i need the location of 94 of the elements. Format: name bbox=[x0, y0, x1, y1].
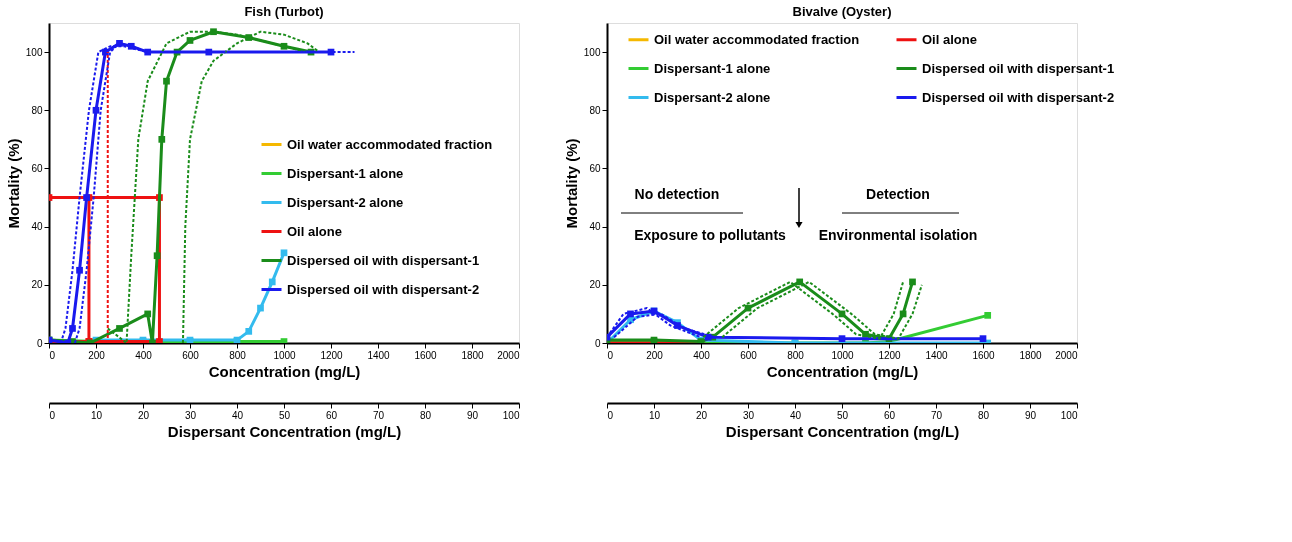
point bbox=[257, 304, 264, 312]
x-tick-label: 1800 bbox=[461, 349, 485, 361]
x-tick-label: 0 bbox=[607, 349, 614, 361]
x2-tick-label: 10 bbox=[90, 409, 103, 421]
annotation: No detection bbox=[634, 186, 720, 202]
x-tick-label: 2000 bbox=[497, 349, 520, 361]
x-tick-label: 1000 bbox=[273, 349, 297, 361]
x2-tick-label: 20 bbox=[695, 409, 708, 421]
x-tick-label: 0 bbox=[49, 349, 56, 361]
y-tick-label: 40 bbox=[31, 221, 43, 233]
x-tick-label: 200 bbox=[646, 349, 664, 361]
legend-label: Dispersed oil with dispersant-2 bbox=[287, 281, 480, 297]
legend-label: Oil water accommodated fraction bbox=[287, 136, 493, 152]
x2-tick-label: 100 bbox=[1060, 409, 1078, 421]
y-tick-label: 100 bbox=[25, 46, 43, 58]
point bbox=[92, 106, 100, 114]
legend-label: Dispersant-1 alone bbox=[287, 165, 404, 181]
x2-tick-label: 0 bbox=[49, 409, 56, 421]
x2-tick-label: 40 bbox=[231, 409, 244, 421]
point bbox=[116, 325, 123, 332]
x-tick-label: 600 bbox=[182, 349, 200, 361]
y-axis-title: Mortality (%) bbox=[4, 138, 22, 229]
x2-tick-label: 90 bbox=[466, 409, 479, 421]
x2-tick-label: 80 bbox=[419, 409, 432, 421]
x-tick-label: 1200 bbox=[320, 349, 344, 361]
point bbox=[144, 310, 152, 318]
x2-axis-title: Dispersant Concentration (mg/L) bbox=[725, 422, 960, 440]
point bbox=[156, 338, 163, 343]
x2-axis-title: Dispersant Concentration (mg/L) bbox=[167, 422, 402, 440]
annotation: Exposure to pollutants bbox=[634, 227, 787, 243]
x2-tick-label: 30 bbox=[184, 409, 197, 421]
y-tick-label: 60 bbox=[31, 162, 43, 174]
y-tick-label: 40 bbox=[589, 221, 601, 233]
annotation: Environmental isolation bbox=[818, 227, 978, 243]
legend-label: Dispersant-2 alone bbox=[654, 89, 771, 105]
x-tick-label: 800 bbox=[229, 349, 247, 361]
x2-tick-label: 50 bbox=[278, 409, 291, 421]
x-tick-label: 800 bbox=[787, 349, 805, 361]
point bbox=[186, 37, 194, 44]
x-tick-label: 1400 bbox=[925, 349, 949, 361]
annotation: Detection bbox=[866, 186, 930, 202]
legend-label: Dispersed oil with dispersant-1 bbox=[922, 60, 1115, 76]
x2-tick-label: 100 bbox=[502, 409, 520, 421]
x-tick-label: 400 bbox=[693, 349, 711, 361]
x2-tick-label: 50 bbox=[836, 409, 849, 421]
point bbox=[158, 136, 166, 143]
x2-tick-label: 0 bbox=[607, 409, 614, 421]
y-axis-title: Mortality (%) bbox=[562, 138, 580, 229]
y-tick-label: 100 bbox=[583, 46, 601, 58]
legend-label: Dispersant-2 alone bbox=[287, 194, 404, 210]
point bbox=[245, 328, 253, 335]
x-tick-label: 1800 bbox=[1019, 349, 1043, 361]
x-tick-label: 400 bbox=[135, 349, 153, 361]
legend-label: Dispersed oil with dispersant-1 bbox=[287, 252, 480, 268]
x2-tick-label: 60 bbox=[883, 409, 896, 421]
x2-tick-label: 70 bbox=[372, 409, 385, 421]
legend-label: Dispersant-1 alone bbox=[654, 60, 771, 76]
x-tick-label: 1400 bbox=[367, 349, 391, 361]
x-axis-title: Concentration (mg/L) bbox=[208, 362, 361, 380]
point bbox=[268, 278, 276, 286]
legend-label: Dispersed oil with dispersant-2 bbox=[922, 89, 1115, 105]
x2-tick-label: 20 bbox=[137, 409, 150, 421]
y-tick-label: 0 bbox=[36, 337, 43, 349]
point bbox=[69, 325, 76, 332]
legend-label: Oil alone bbox=[922, 31, 977, 47]
point bbox=[280, 249, 288, 257]
y-tick-label: 60 bbox=[589, 162, 601, 174]
point bbox=[153, 252, 161, 260]
chart-title: Bivalve (Oyster) bbox=[792, 4, 892, 19]
x-tick-label: 2000 bbox=[1055, 349, 1078, 361]
x2-tick-label: 30 bbox=[742, 409, 755, 421]
x2-tick-label: 40 bbox=[789, 409, 802, 421]
x-tick-label: 1600 bbox=[414, 349, 438, 361]
y-tick-label: 80 bbox=[31, 104, 43, 116]
x2-tick-label: 80 bbox=[977, 409, 990, 421]
x2-tick-label: 70 bbox=[930, 409, 943, 421]
legend-label: Oil water accommodated fraction bbox=[654, 31, 860, 47]
y-tick-label: 0 bbox=[594, 337, 601, 349]
x-tick-label: 1200 bbox=[878, 349, 902, 361]
x-tick-label: 600 bbox=[740, 349, 758, 361]
x-axis-title: Concentration (mg/L) bbox=[766, 362, 919, 380]
point bbox=[76, 266, 83, 274]
y-tick-label: 80 bbox=[589, 104, 601, 116]
y-tick-label: 20 bbox=[589, 279, 601, 291]
x2-tick-label: 10 bbox=[648, 409, 661, 421]
x-tick-label: 1600 bbox=[972, 349, 996, 361]
legend-label: Oil alone bbox=[287, 223, 342, 239]
point bbox=[163, 77, 170, 85]
x-tick-label: 200 bbox=[88, 349, 106, 361]
chart-title: Fish (Turbot) bbox=[244, 4, 324, 19]
x2-tick-label: 60 bbox=[325, 409, 338, 421]
x2-tick-label: 90 bbox=[1024, 409, 1037, 421]
y-tick-label: 20 bbox=[31, 279, 43, 291]
x-tick-label: 1000 bbox=[831, 349, 855, 361]
